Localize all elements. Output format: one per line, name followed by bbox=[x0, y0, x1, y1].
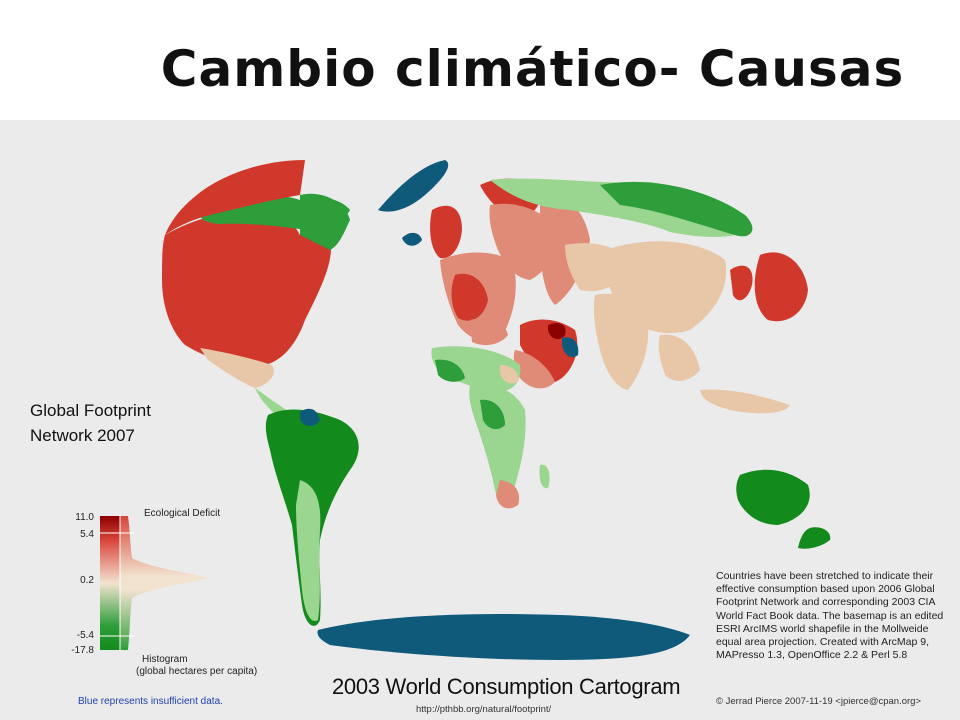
region-india bbox=[593, 293, 649, 390]
region-indonesia bbox=[700, 389, 790, 414]
region-mexico bbox=[200, 348, 274, 388]
region-south-africa bbox=[496, 480, 520, 509]
legend-tick-11: 11.0 bbox=[75, 512, 94, 523]
region-west-africa bbox=[435, 359, 465, 382]
region-japan-small bbox=[730, 265, 753, 301]
region-southeast-asia bbox=[658, 334, 700, 382]
legend-tick-0-2: 0.2 bbox=[80, 575, 94, 586]
region-africa-dark bbox=[480, 399, 505, 430]
histogram-label-line-1: Histogram bbox=[142, 654, 188, 665]
region-arabia bbox=[513, 350, 555, 389]
legend-tick-neg-17-8: -17.8 bbox=[71, 645, 94, 656]
region-argentina bbox=[296, 480, 321, 621]
legend-tick-neg-5-4: -5.4 bbox=[76, 630, 94, 641]
region-north-africa bbox=[431, 346, 521, 392]
map-author: © Jerrad Pierce 2007-11-19 <jpierce@cpan… bbox=[716, 696, 921, 707]
region-venezuela bbox=[300, 408, 320, 426]
legend-tick-5-4: 5.4 bbox=[80, 529, 94, 540]
region-east-europe bbox=[489, 203, 557, 280]
histogram-label: Histogram (global hectares per capita) bbox=[136, 654, 257, 678]
region-canada-east bbox=[300, 193, 350, 250]
legend-histogram bbox=[120, 516, 210, 650]
region-madagascar bbox=[539, 464, 550, 489]
source-line-1: Global Footprint bbox=[30, 401, 151, 420]
region-spain bbox=[470, 318, 508, 346]
histogram-label-line-2: (global hectares per capita) bbox=[136, 666, 258, 677]
region-japan bbox=[754, 252, 808, 322]
source-line-2: Network 2007 bbox=[30, 426, 135, 445]
region-alaska bbox=[165, 160, 305, 235]
region-persian-gulf bbox=[562, 337, 579, 358]
map-caption: 2003 World Consumption Cartogram bbox=[332, 674, 681, 699]
insufficient-data-note: Blue represents insufficient data. bbox=[78, 696, 223, 707]
source-label: Global Footprint Network 2007 bbox=[30, 398, 151, 448]
slide-title: Cambio climático- Causas bbox=[160, 40, 905, 98]
map-source-url: http://pthbb.org/natural/footprint/ bbox=[416, 704, 552, 715]
region-uk bbox=[430, 205, 462, 259]
region-arabia-dark bbox=[548, 323, 566, 340]
world-consumption-cartogram bbox=[100, 160, 831, 660]
region-france bbox=[451, 273, 488, 321]
region-russia-east bbox=[600, 181, 753, 237]
map-credits: Countries have been stretched to indicat… bbox=[716, 570, 944, 662]
region-greenland bbox=[378, 160, 449, 212]
legend-color-bar bbox=[100, 516, 120, 650]
map-panel bbox=[0, 120, 960, 720]
region-antarctica bbox=[317, 613, 690, 660]
region-egypt bbox=[500, 365, 519, 384]
region-new-zealand bbox=[798, 527, 831, 549]
region-usa bbox=[162, 210, 331, 367]
region-australia bbox=[736, 469, 810, 525]
title-bar: Cambio climático- Causas bbox=[0, 0, 960, 120]
region-iceland bbox=[402, 232, 422, 246]
legend-title: Ecological Deficit bbox=[144, 508, 221, 519]
region-africa bbox=[469, 384, 526, 502]
